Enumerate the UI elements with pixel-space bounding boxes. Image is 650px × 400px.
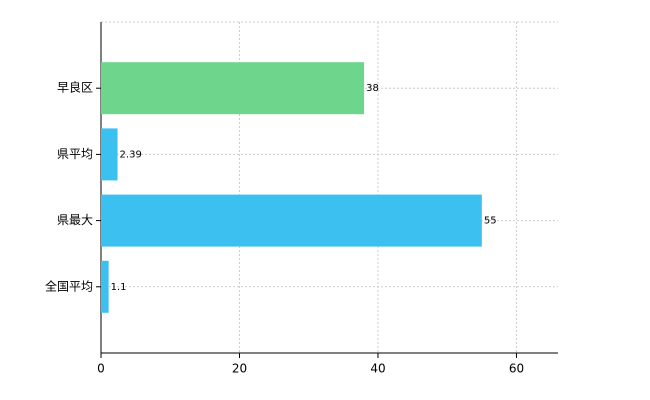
value-label: 55 — [484, 216, 497, 227]
x-tick-label: 0 — [97, 362, 105, 376]
value-label: 2.39 — [120, 149, 142, 160]
x-tick-label: 60 — [509, 362, 524, 376]
y-tick-label: 県平均 — [57, 147, 93, 161]
value-label: 38 — [366, 83, 379, 94]
x-tick-label: 20 — [232, 362, 247, 376]
bar — [101, 128, 118, 181]
bar — [101, 62, 365, 115]
y-tick-label: 早良区 — [57, 80, 93, 95]
y-tick-label: 県最大 — [57, 213, 93, 227]
bar — [101, 260, 109, 313]
value-label: 1.1 — [111, 282, 127, 293]
bar — [101, 194, 482, 247]
y-tick-label: 全国平均 — [45, 278, 93, 293]
x-tick-label: 40 — [370, 362, 385, 376]
